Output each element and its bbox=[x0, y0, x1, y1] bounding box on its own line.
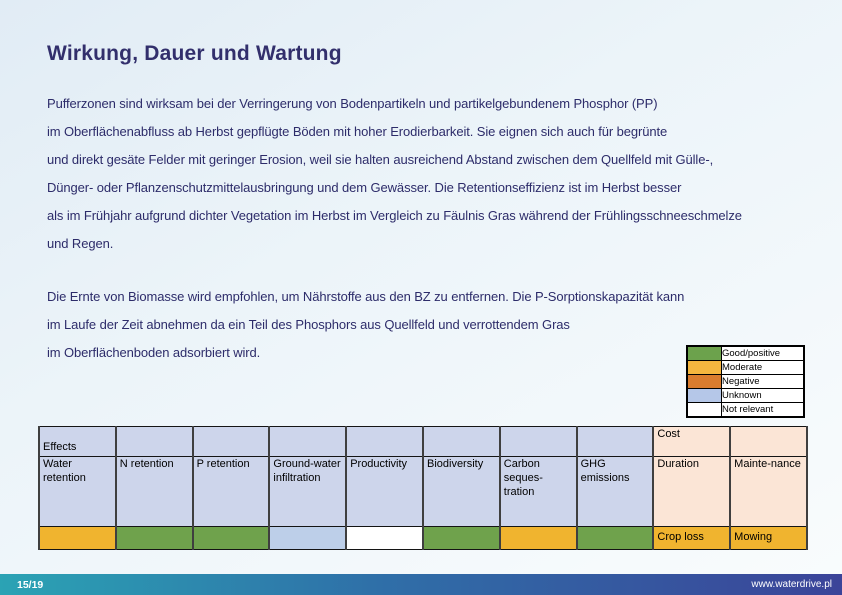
group-header-cost: Cost bbox=[652, 426, 732, 457]
legend-swatch-unknown bbox=[686, 388, 722, 403]
legend-label-not-relevant: Not relevant bbox=[721, 402, 805, 418]
legend-row-moderate: Moderate bbox=[686, 360, 805, 375]
col-header-biodiversity: Biodiversity bbox=[421, 456, 501, 527]
legend-label-good-positive: Good/positive bbox=[721, 345, 805, 361]
legend-swatch-negative bbox=[686, 374, 722, 389]
rating-cell-duration: Crop loss bbox=[652, 526, 732, 550]
website-link: www.waterdrive.pl bbox=[751, 579, 832, 590]
group-header-spacer bbox=[345, 426, 424, 457]
rating-cell-ghg-emissions bbox=[575, 526, 655, 550]
rating-cell-ground-water-infiltration bbox=[268, 526, 348, 550]
col-header-carbon-sequestration: Carbon seques- tration bbox=[498, 456, 578, 527]
rating-cell-carbon-sequestration bbox=[498, 526, 578, 550]
col-header-water-retention: Water retention bbox=[38, 456, 117, 527]
legend-label-unknown: Unknown bbox=[721, 388, 805, 403]
rating-cell-maintenance: Mowing bbox=[729, 526, 808, 550]
legend-row-not-relevant: Not relevant bbox=[686, 402, 805, 418]
page-title: Wirkung, Dauer und Wartung bbox=[47, 42, 342, 65]
legend-row-negative: Negative bbox=[686, 374, 805, 389]
legend-table: Good/positive Moderate Negative Unknown Not … bbox=[686, 345, 805, 418]
rating-cell-p-retention bbox=[191, 526, 271, 550]
group-header-spacer bbox=[498, 426, 578, 457]
rating-cell-productivity bbox=[345, 526, 424, 550]
group-header-effects: Effects bbox=[38, 426, 117, 457]
legend-row-good-positive: Good/positive bbox=[686, 345, 805, 361]
legend-label-moderate: Moderate bbox=[721, 360, 805, 375]
group-header-spacer bbox=[114, 426, 194, 457]
paragraph-buffer-zones: Pufferzonen sind wirksam bei der Verring… bbox=[47, 96, 742, 251]
rating-cell-biodiversity bbox=[421, 526, 501, 550]
col-header-maintenance: Mainte-nance bbox=[729, 456, 808, 527]
page-number: 15/19 bbox=[17, 578, 44, 591]
group-header-spacer bbox=[268, 426, 348, 457]
col-header-p-retention: P retention bbox=[191, 456, 271, 527]
rating-cell-water-retention bbox=[38, 526, 117, 550]
paragraph-biomass-harvest: Die Ernte von Biomasse wird empfohlen, u… bbox=[47, 289, 685, 360]
group-header-spacer bbox=[729, 426, 808, 457]
footer-bar: 15/19 www.waterdrive.pl bbox=[0, 574, 842, 595]
col-header-productivity: Productivity bbox=[345, 456, 424, 527]
group-header-spacer bbox=[575, 426, 655, 457]
legend-swatch-good-positive bbox=[686, 345, 722, 361]
col-header-duration: Duration bbox=[652, 456, 732, 527]
col-header-n-retention: N retention bbox=[114, 456, 194, 527]
effects-cost-table: Effects Cost Water retention N retention P r… bbox=[38, 426, 808, 550]
col-header-ghg-emissions: GHG emissions bbox=[575, 456, 655, 527]
rating-cell-n-retention bbox=[114, 526, 194, 550]
group-header-spacer bbox=[191, 426, 271, 457]
legend-swatch-not-relevant bbox=[686, 402, 722, 418]
legend-row-unknown: Unknown bbox=[686, 388, 805, 403]
legend-label-negative: Negative bbox=[721, 374, 805, 389]
col-header-ground-water-infiltration: Ground-water infiltration bbox=[268, 456, 348, 527]
group-header-spacer bbox=[421, 426, 501, 457]
legend-swatch-moderate bbox=[686, 360, 722, 375]
